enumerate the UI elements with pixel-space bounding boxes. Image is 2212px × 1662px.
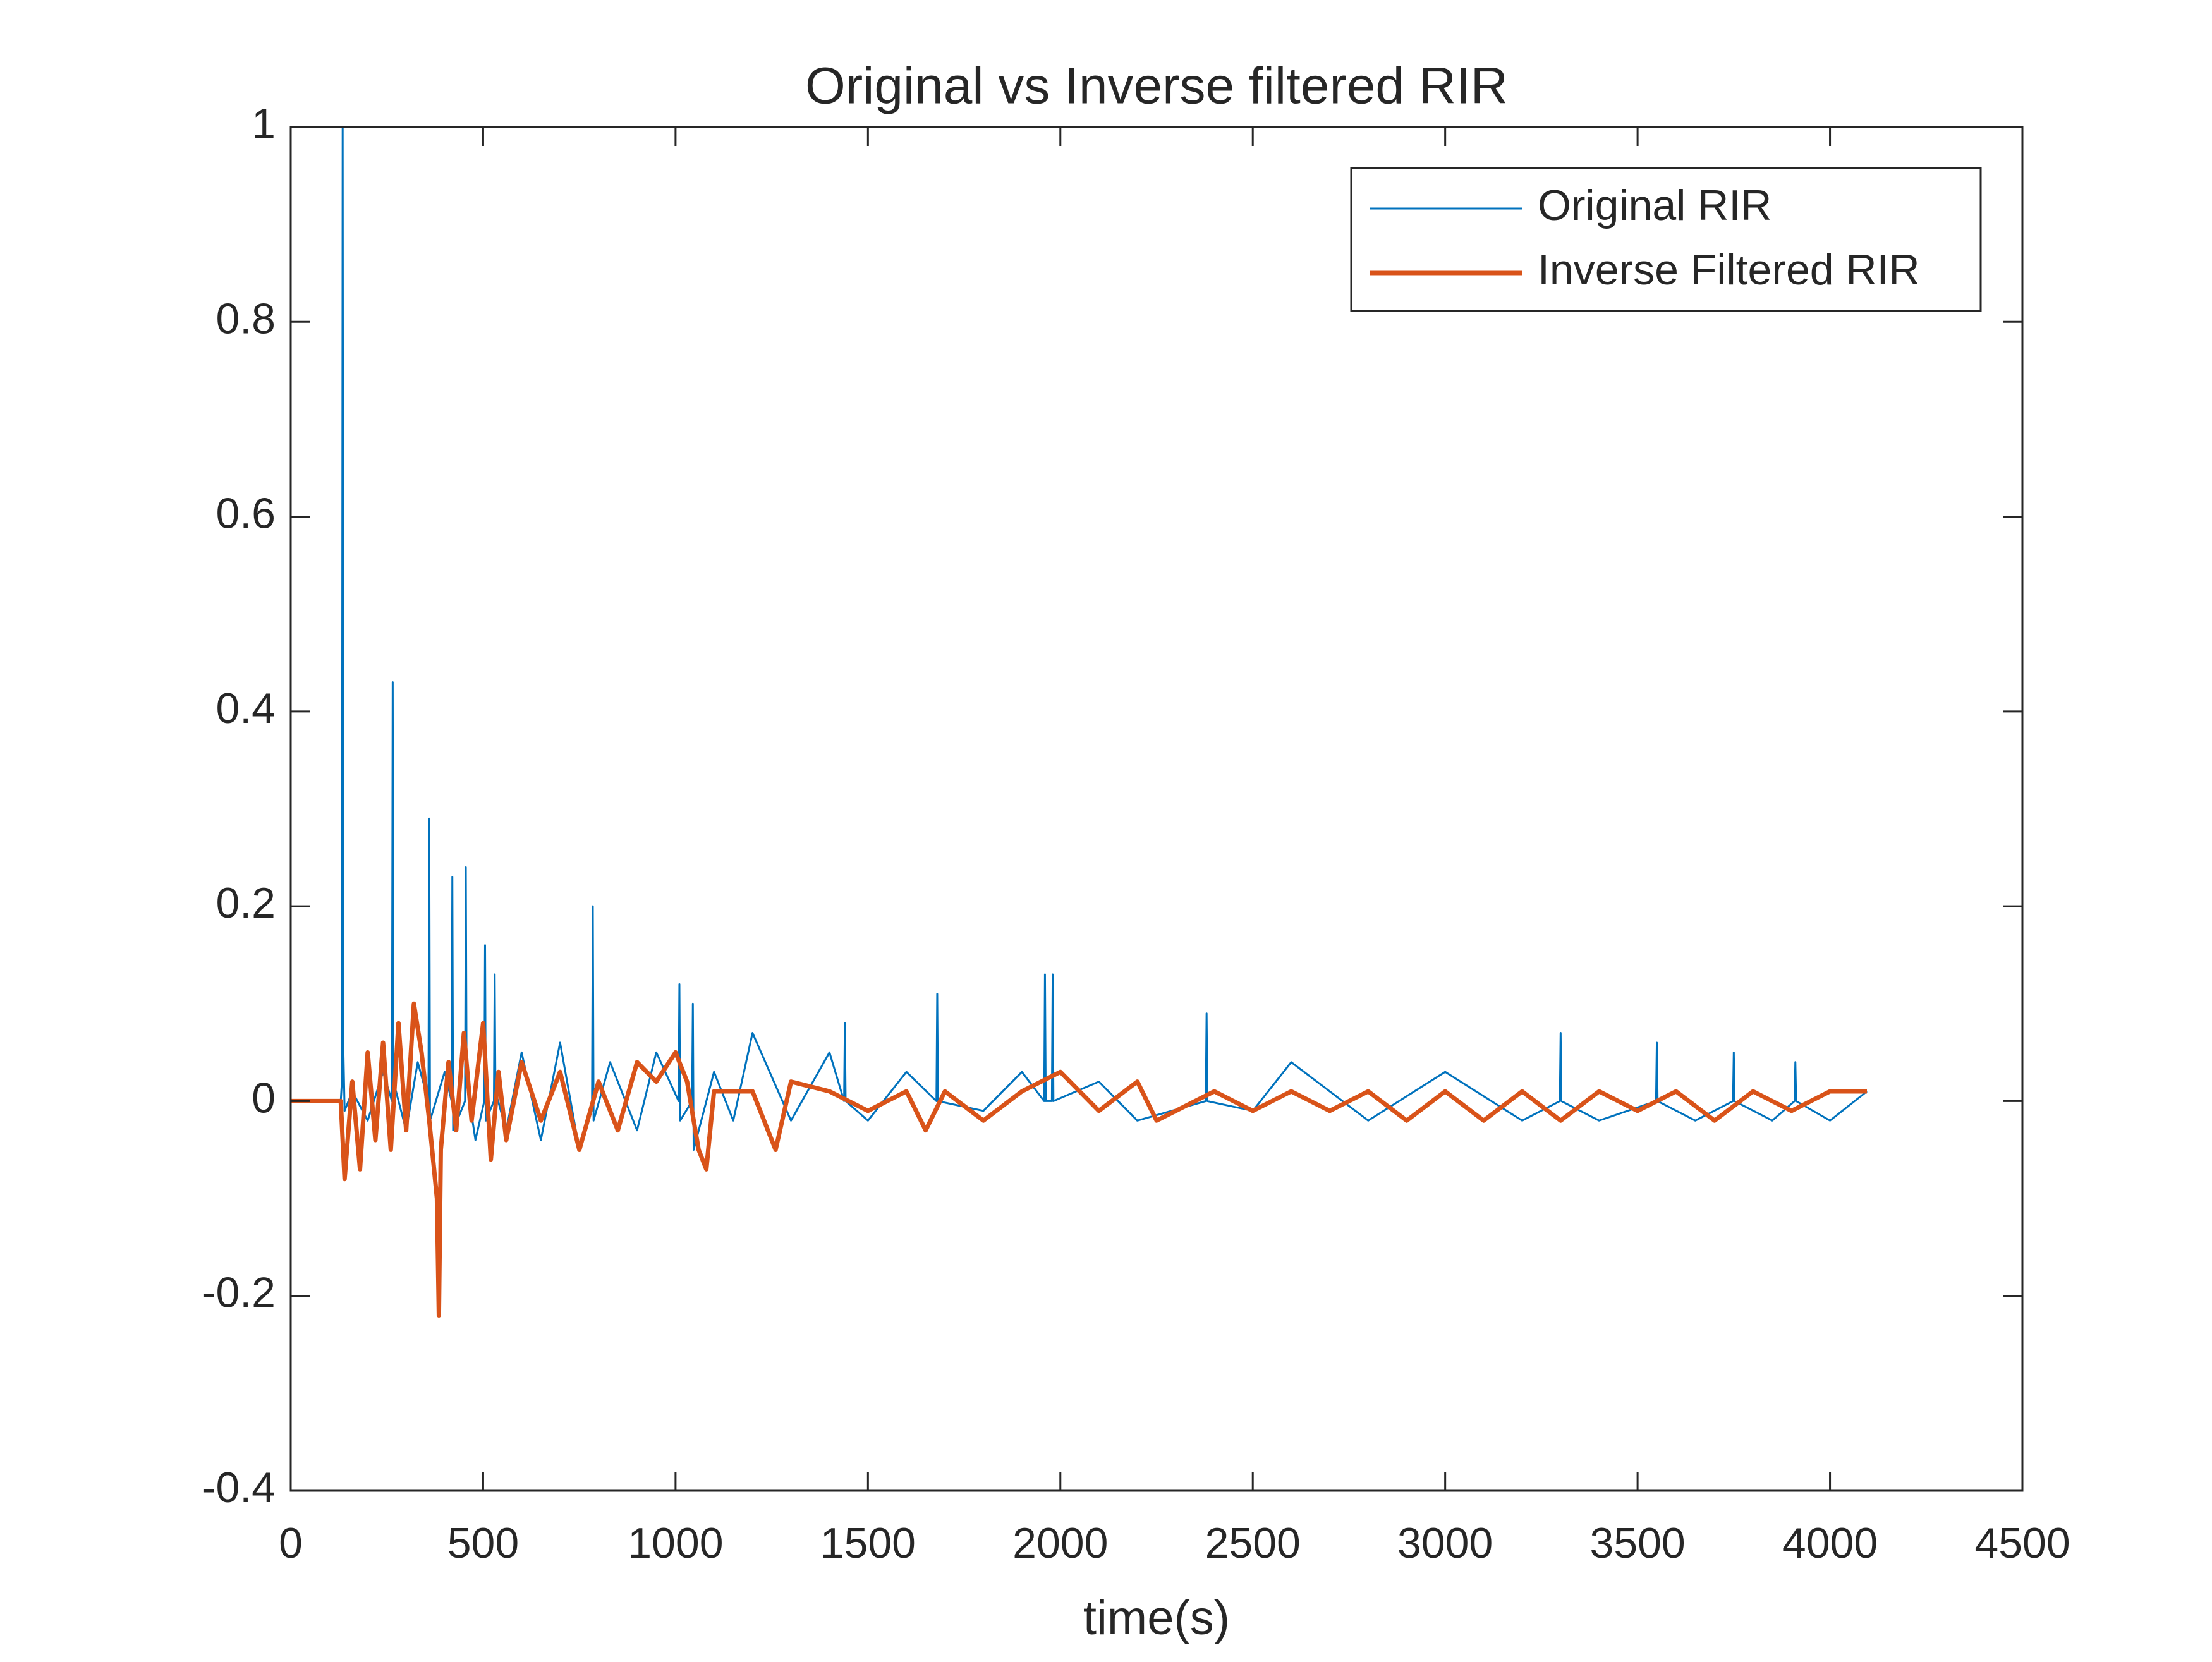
x-tick-label: 500 [447, 1519, 519, 1567]
y-tick-label: 0 [252, 1074, 276, 1122]
axes-box [289, 126, 2024, 1492]
y-tick-label: -0.4 [202, 1464, 276, 1512]
x-tick-label: 4000 [1782, 1519, 1878, 1567]
x-tick-label: 3500 [1589, 1519, 1685, 1567]
series-line [291, 1001, 1868, 1318]
y-tick-label: 0.4 [216, 684, 276, 732]
chart-title: Original vs Inverse filtered RIR [805, 58, 1508, 115]
plot-area [291, 127, 2022, 1491]
x-tick-label: 0 [279, 1519, 303, 1567]
x-tick-label: 1500 [820, 1519, 916, 1567]
y-tick-label: 0.8 [216, 294, 276, 343]
x-tick-label: 4500 [1974, 1519, 2070, 1567]
x-tick-label: 2000 [1012, 1519, 1108, 1567]
y-tick-label: 1 [252, 100, 276, 148]
legend: Original RIR Inverse Filtered RIR [1350, 167, 1982, 312]
legend-label: Inverse Filtered RIR [1538, 246, 1920, 294]
legend-box [1350, 167, 1982, 312]
series-line [291, 126, 1868, 1151]
y-tick-label: 0.6 [216, 490, 276, 538]
x-tick-label: 2500 [1205, 1519, 1301, 1567]
x-tick-label: 1000 [628, 1519, 723, 1567]
y-tick-label: 0.2 [216, 879, 276, 927]
legend-label: Original RIR [1538, 181, 1771, 229]
y-tick-label: -0.2 [202, 1269, 276, 1317]
x-axis-label: time(s) [1083, 1591, 1230, 1645]
x-tick-label: 3000 [1397, 1519, 1493, 1567]
